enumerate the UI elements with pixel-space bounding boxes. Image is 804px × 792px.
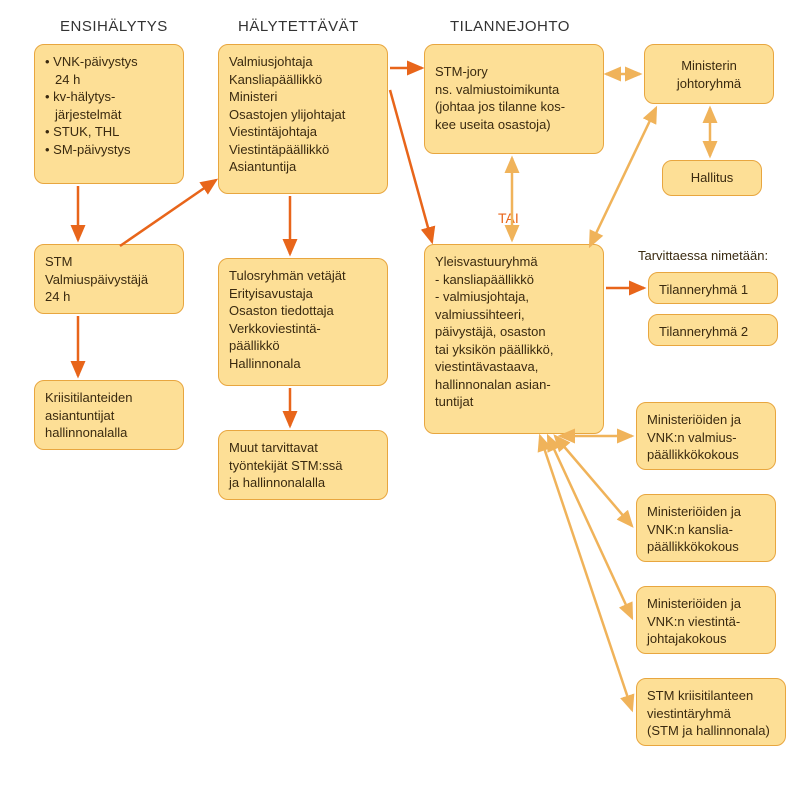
node-line: Tilanneryhmä 2 <box>659 323 767 341</box>
node-line: Kriisitilanteiden <box>45 389 173 407</box>
node-line: Hallinnonala <box>229 355 377 373</box>
node-line: tuntijat <box>435 393 593 411</box>
node-line: Ministerin <box>655 57 763 75</box>
node-line: Valmiuspäivystäjä <box>45 271 173 289</box>
node-tilanneryhma2: Tilanneryhmä 2 <box>648 314 778 346</box>
node-line: • STUK, THL <box>45 123 173 141</box>
node-line: Yleisvastuuryhmä <box>435 253 593 271</box>
node-line: VNK:n viestintä- <box>647 613 765 631</box>
node-line: VNK:n valmius- <box>647 429 765 447</box>
node-line: Muut tarvittavat <box>229 439 377 457</box>
node-line: päällikkö <box>229 337 377 355</box>
node-hallitus: Hallitus <box>662 160 762 196</box>
node-line: järjestelmät <box>45 106 173 124</box>
node-line: päällikkökokous <box>647 446 765 464</box>
node-stm-viestintaryhma: STM kriisitilanteen viestintäryhmä (STM … <box>636 678 786 746</box>
node-line: Valmiusjohtaja <box>229 53 377 71</box>
node-line: asiantuntijat <box>45 407 173 425</box>
node-muut-tyontekijat: Muut tarvittavat työntekijät STM:ssä ja … <box>218 430 388 500</box>
node-line: johtoryhmä <box>655 75 763 93</box>
node-line: viestintäryhmä <box>647 705 775 723</box>
node-line: Ministeriöiden ja <box>647 411 765 429</box>
node-stm-jory: STM-jory ns. valmiustoimikunta (johtaa j… <box>424 44 604 154</box>
node-line: ja hallinnonalalla <box>229 474 377 492</box>
node-line: STM-jory <box>435 63 593 81</box>
node-line: • VNK-päivystys <box>45 53 173 71</box>
node-line: Ministeriöiden ja <box>647 503 765 521</box>
node-min-valmius: Ministeriöiden ja VNK:n valmius- päällik… <box>636 402 776 470</box>
node-line: (johtaa jos tilanne kos- <box>435 98 593 116</box>
node-min-viestinta: Ministeriöiden ja VNK:n viestintä- johta… <box>636 586 776 654</box>
node-line: (STM ja hallinnonala) <box>647 722 775 740</box>
tarvit-label: Tarvittaessa nimetään: <box>638 248 768 263</box>
node-yleisvastuu: Yleisvastuuryhmä - kansliapäällikkö - va… <box>424 244 604 434</box>
node-line: VNK:n kanslia- <box>647 521 765 539</box>
node-line: viestintävastaava, <box>435 358 593 376</box>
node-line: STM <box>45 253 173 271</box>
node-halytettavat1: Valmiusjohtaja Kansliapäällikkö Minister… <box>218 44 388 194</box>
node-line: STM kriisitilanteen <box>647 687 775 705</box>
node-line: • kv-hälytys- <box>45 88 173 106</box>
node-ensihalytykset: • VNK-päivystys 24 h • kv-hälytys- järje… <box>34 44 184 184</box>
node-line: • SM-päivystys <box>45 141 173 159</box>
node-line: hallinnonalan asian- <box>435 376 593 394</box>
tai-label: TAI <box>498 210 519 226</box>
node-stm-paivystaja: STM Valmiuspäivystäjä 24 h <box>34 244 184 314</box>
node-line: Erityisavustaja <box>229 285 377 303</box>
node-line: valmiussihteeri, <box>435 306 593 324</box>
node-halytettavat2: Tulosryhmän vetäjät Erityisavustaja Osas… <box>218 258 388 386</box>
node-line: Osaston tiedottaja <box>229 302 377 320</box>
node-line: Osastojen ylijohtajat <box>229 106 377 124</box>
node-line: Asiantuntija <box>229 158 377 176</box>
node-line: Tilanneryhmä 1 <box>659 281 767 299</box>
node-min-kanslia: Ministeriöiden ja VNK:n kanslia- päällik… <box>636 494 776 562</box>
node-line: tai yksikön päällikkö, <box>435 341 593 359</box>
header-col1: ENSIHÄLYTYS <box>60 18 168 35</box>
node-line: kee useita osastoja) <box>435 116 593 134</box>
node-line: 24 h <box>45 71 173 89</box>
node-line: Viestintäjohtaja <box>229 123 377 141</box>
node-line: päällikkökokous <box>647 538 765 556</box>
node-line: Viestintäpäällikkö <box>229 141 377 159</box>
node-tilanneryhma1: Tilanneryhmä 1 <box>648 272 778 304</box>
node-line: päivystäjä, osaston <box>435 323 593 341</box>
node-line: Tulosryhmän vetäjät <box>229 267 377 285</box>
header-col3: TILANNEJOHTO <box>450 18 570 35</box>
node-ministerin-johto: Ministerin johtoryhmä <box>644 44 774 104</box>
node-line: Ministeri <box>229 88 377 106</box>
node-line: - valmiusjohtaja, <box>435 288 593 306</box>
node-line: 24 h <box>45 288 173 306</box>
node-line: hallinnonalalla <box>45 424 173 442</box>
node-line: Verkkoviestintä- <box>229 320 377 338</box>
node-line: Hallitus <box>673 169 751 187</box>
node-line: - kansliapäällikkö <box>435 271 593 289</box>
node-line: Kansliapäällikkö <box>229 71 377 89</box>
node-line: ns. valmiustoimikunta <box>435 81 593 99</box>
header-col2: HÄLYTETTÄVÄT <box>238 18 359 35</box>
node-kriisi-asiantuntijat: Kriisitilanteiden asiantuntijat hallinno… <box>34 380 184 450</box>
node-line: Ministeriöiden ja <box>647 595 765 613</box>
node-line: johtajakokous <box>647 630 765 648</box>
node-line: työntekijät STM:ssä <box>229 457 377 475</box>
